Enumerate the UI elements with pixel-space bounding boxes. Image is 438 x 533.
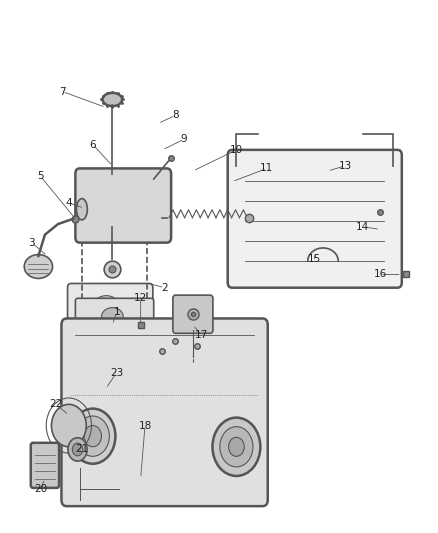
Circle shape bbox=[51, 405, 86, 447]
Text: 9: 9 bbox=[181, 134, 187, 144]
Circle shape bbox=[76, 416, 110, 456]
Text: 16: 16 bbox=[374, 270, 387, 279]
Text: 1: 1 bbox=[113, 306, 120, 317]
Circle shape bbox=[84, 425, 102, 447]
Ellipse shape bbox=[102, 93, 122, 106]
Text: 18: 18 bbox=[138, 421, 152, 431]
Ellipse shape bbox=[24, 255, 53, 278]
Text: 20: 20 bbox=[34, 484, 47, 494]
Text: 4: 4 bbox=[66, 198, 72, 208]
Text: 14: 14 bbox=[356, 222, 369, 232]
Text: 17: 17 bbox=[195, 330, 208, 341]
Circle shape bbox=[212, 418, 260, 476]
Circle shape bbox=[70, 409, 116, 464]
FancyBboxPatch shape bbox=[67, 284, 153, 329]
Text: 23: 23 bbox=[110, 368, 124, 377]
Circle shape bbox=[229, 437, 244, 456]
FancyBboxPatch shape bbox=[31, 443, 59, 488]
FancyBboxPatch shape bbox=[61, 318, 268, 506]
Text: 12: 12 bbox=[134, 293, 147, 303]
Ellipse shape bbox=[93, 296, 119, 317]
FancyBboxPatch shape bbox=[173, 295, 213, 333]
FancyBboxPatch shape bbox=[75, 168, 171, 243]
Text: 7: 7 bbox=[59, 86, 66, 96]
Text: 5: 5 bbox=[37, 172, 44, 181]
Bar bbox=[82, 240, 147, 304]
Circle shape bbox=[68, 438, 87, 461]
FancyBboxPatch shape bbox=[228, 150, 402, 288]
Text: 2: 2 bbox=[161, 282, 168, 293]
Text: 22: 22 bbox=[49, 399, 63, 409]
Text: 15: 15 bbox=[308, 254, 321, 263]
Text: 11: 11 bbox=[260, 164, 273, 173]
Text: 6: 6 bbox=[89, 140, 96, 150]
Text: 8: 8 bbox=[172, 110, 179, 120]
Text: 10: 10 bbox=[230, 145, 243, 155]
Text: 3: 3 bbox=[28, 238, 35, 248]
Text: 13: 13 bbox=[339, 161, 352, 171]
Text: 21: 21 bbox=[75, 445, 88, 455]
FancyBboxPatch shape bbox=[75, 298, 154, 335]
Circle shape bbox=[220, 426, 253, 467]
Ellipse shape bbox=[77, 199, 87, 220]
Circle shape bbox=[72, 443, 83, 456]
Ellipse shape bbox=[102, 308, 123, 326]
